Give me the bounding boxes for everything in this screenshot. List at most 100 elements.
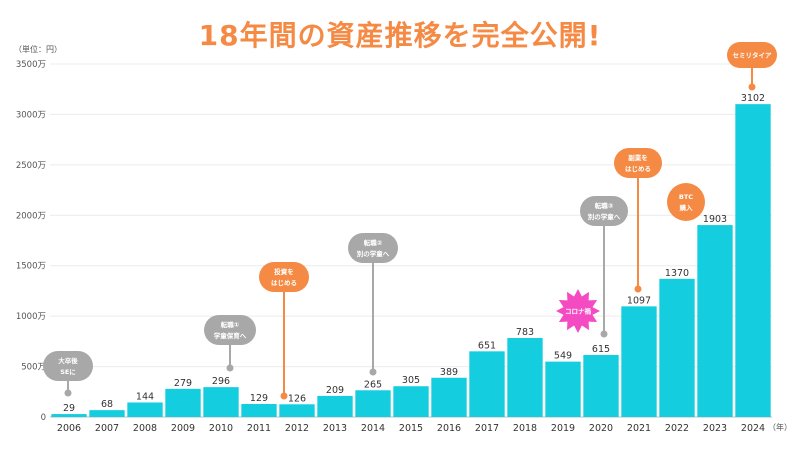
- annotation-callout: コロナ禍: [556, 289, 600, 333]
- callout-label: セミリタイア: [733, 51, 773, 60]
- callout-burst: [556, 289, 600, 333]
- x-tick-label: 2014: [361, 423, 385, 434]
- callout-bubble: [43, 351, 93, 381]
- chart-title: 18年間の資産推移を完全公開!: [198, 19, 602, 52]
- bar-value-label: 389: [440, 367, 458, 378]
- callout-label: 転職①: [221, 320, 240, 329]
- x-unit-label: （年）: [768, 422, 792, 432]
- bar: [507, 338, 543, 417]
- callout-label: 投資を: [274, 267, 294, 276]
- callout-label: 転職②: [364, 238, 383, 247]
- callout-label: 別の学童へ: [356, 249, 390, 258]
- x-tick-label: 2015: [399, 423, 423, 434]
- callout-label: 別の学童へ: [587, 212, 621, 221]
- x-tick-label: 2020: [589, 423, 613, 434]
- bar: [735, 104, 771, 417]
- bar-value-label: 144: [136, 391, 154, 402]
- y-tick-label: 2000万: [16, 211, 46, 221]
- bar-value-label: 296: [212, 376, 230, 387]
- callout-dot: [748, 83, 756, 91]
- bar: [659, 278, 695, 417]
- x-tick-label: 2012: [285, 423, 309, 434]
- x-tick-label: 2023: [703, 423, 727, 434]
- y-tick-label: 1000万: [16, 312, 46, 322]
- bar: [317, 395, 353, 417]
- annotation-callout: セミリタイア: [727, 42, 777, 91]
- annotation-callout: 転職① 学童保育へ: [204, 315, 256, 372]
- x-tick-label: 2011: [247, 423, 271, 434]
- bar: [89, 410, 125, 417]
- x-tick-label: 2010: [209, 423, 233, 434]
- callout-label: 転職③: [595, 201, 614, 210]
- bar-value-label: 209: [326, 385, 344, 396]
- x-tick-label: 2016: [437, 423, 461, 434]
- callout-label: SEに: [60, 368, 76, 376]
- callout-dot: [64, 389, 72, 397]
- bar-value-label: 29: [63, 403, 75, 414]
- y-tick-label: 2500万: [16, 161, 46, 171]
- annotation-callout: 転職② 別の学童へ: [348, 233, 398, 376]
- bar-value-label: 265: [364, 379, 382, 390]
- x-tick-label: 2021: [627, 423, 651, 434]
- x-tick-label: 2008: [133, 423, 157, 434]
- x-tick-label: 2024: [741, 423, 765, 434]
- callout-label: はじめる: [625, 165, 651, 173]
- y-unit-label: （単位：円）: [14, 44, 62, 54]
- bar-value-label: 1097: [627, 295, 651, 306]
- y-tick-label: 3500万: [16, 60, 46, 70]
- callout-bubble: [667, 183, 705, 221]
- bar: [355, 390, 391, 417]
- bar: [203, 387, 239, 417]
- callout-bubble: [259, 262, 309, 292]
- y-tick-label: 0: [41, 413, 46, 423]
- bar-value-label: 1370: [665, 268, 689, 279]
- bar-value-label: 279: [174, 378, 192, 389]
- y-tick-label: 500万: [21, 363, 46, 373]
- callout-bubble: [204, 315, 256, 345]
- callout-bubble: [580, 196, 628, 226]
- bar: [697, 225, 733, 417]
- bar-value-label: 126: [288, 393, 306, 404]
- bar-value-label: 129: [250, 393, 268, 404]
- x-tick-label: 2022: [665, 423, 689, 434]
- callout-bubble: [727, 42, 777, 68]
- bar: [127, 402, 163, 417]
- annotation-callout: 大卒後 SEに: [43, 351, 93, 397]
- y-tick-label: 1500万: [16, 262, 46, 272]
- bar: [241, 403, 277, 417]
- bar-value-label: 3102: [741, 93, 765, 104]
- callout-dot: [634, 285, 642, 293]
- callout-dot: [369, 368, 377, 376]
- bar: [431, 377, 467, 417]
- callout-dot: [280, 392, 288, 400]
- bar: [469, 351, 505, 417]
- bar: [583, 354, 619, 417]
- callout-label: はじめる: [271, 279, 297, 287]
- bar: [545, 361, 581, 417]
- callout-label: 購入: [679, 203, 694, 212]
- bar-value-label: 783: [516, 327, 534, 338]
- bar-value-label: 1903: [703, 214, 727, 225]
- bar-value-label: 615: [592, 344, 610, 355]
- x-tick-label: 2007: [95, 423, 119, 434]
- bar: [165, 388, 201, 417]
- callout-label: 学童保育へ: [214, 331, 247, 340]
- bar: [393, 386, 429, 417]
- bar-value-label: 68: [101, 399, 113, 410]
- bar: [621, 306, 657, 417]
- x-tick-label: 2019: [551, 423, 575, 434]
- callout-dot: [600, 330, 608, 338]
- bar: [279, 404, 315, 417]
- bar-value-label: 305: [402, 375, 420, 386]
- x-tick-label: 2013: [323, 423, 347, 434]
- callout-bubble: [614, 148, 662, 178]
- callout-label: 大卒後: [58, 356, 78, 365]
- x-tick-label: 2017: [475, 423, 499, 434]
- callout-dot: [226, 364, 234, 372]
- annotation-callout: 転職③ 別の学童へ: [580, 196, 628, 338]
- callout-label: BTC: [679, 193, 693, 201]
- bar-value-label: 651: [478, 340, 496, 351]
